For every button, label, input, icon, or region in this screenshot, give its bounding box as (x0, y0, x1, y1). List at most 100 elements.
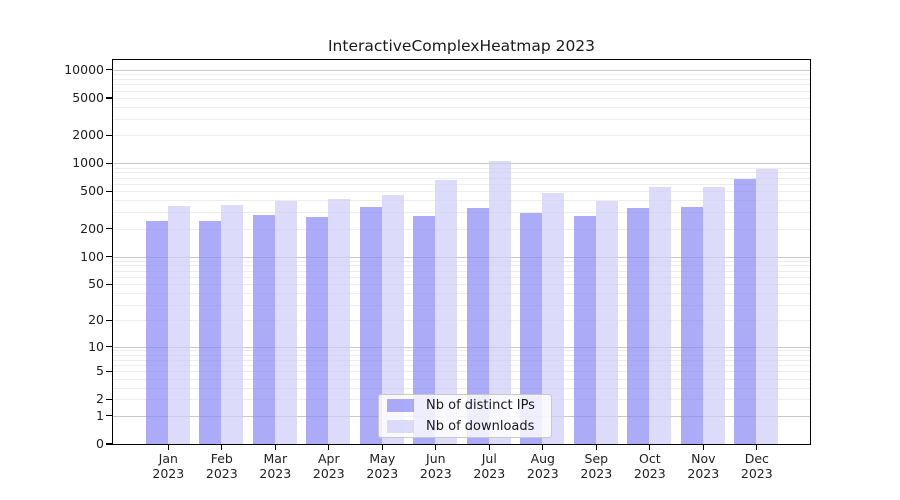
gridline-minor (113, 184, 810, 185)
y-tick-mark (106, 283, 113, 285)
x-tick-mark (167, 445, 169, 450)
bar-downloads-mar (274, 201, 297, 444)
y-tick-label: 0 (96, 436, 104, 451)
x-tick-mark (274, 445, 276, 450)
gridline-major (113, 163, 810, 165)
bar-distinct-ips-jul (466, 208, 489, 444)
gridline-minor (113, 293, 810, 295)
gridline-minor (113, 200, 810, 202)
x-tick-label: Apr 2023 (312, 451, 345, 481)
gridline-minor (113, 359, 810, 361)
x-tick-label: Mar 2023 (259, 451, 292, 481)
y-tick-label: 5 (96, 363, 104, 379)
x-tick-mark (328, 445, 330, 450)
gridline-minor (113, 270, 810, 272)
bar-distinct-ips-mar (252, 214, 275, 444)
y-tick-mark (106, 415, 113, 417)
gridline-minor (113, 177, 810, 179)
bar-downloads-apr (328, 199, 351, 444)
x-tick-mark (649, 445, 651, 450)
y-tick-mark (106, 162, 113, 164)
legend-label-downloads: Nb of downloads (426, 419, 535, 434)
x-tick-label: Dec 2023 (740, 451, 773, 481)
gridline-minor (113, 364, 810, 366)
bar-distinct-ips-feb (199, 220, 222, 444)
x-tick-label: May 2023 (366, 451, 399, 481)
x-tick-label: Sep 2023 (580, 451, 613, 481)
x-tick-mark (756, 445, 758, 450)
gridline-minor (113, 260, 810, 262)
y-tick-label: 1 (96, 407, 104, 423)
bar-distinct-ips-oct (627, 207, 650, 444)
y-tick-mark (106, 319, 113, 321)
legend-label-distinct-ips: Nb of distinct IPs (426, 398, 535, 413)
x-tick-mark (221, 445, 223, 450)
bar-downloads-may (381, 194, 404, 444)
gridline-minor (113, 387, 810, 389)
y-tick-label: 50 (88, 276, 104, 292)
bar-distinct-ips-sep (573, 215, 596, 444)
y-tick-mark (106, 97, 113, 99)
bar-downloads-sep (595, 200, 618, 444)
legend-item-distinct-ips: Nb of distinct IPs (379, 395, 551, 416)
x-tick-mark (702, 445, 704, 450)
gridline-minor (113, 371, 810, 373)
bar-distinct-ips-may (359, 206, 382, 444)
gridline-minor (113, 135, 810, 137)
legend-swatch-distinct-ips (387, 399, 414, 412)
x-tick-label: Jul 2023 (473, 451, 506, 481)
plot-area (113, 60, 810, 444)
bar-distinct-ips-apr (306, 216, 329, 444)
bar-downloads-aug (542, 192, 565, 444)
x-tick-label: Jun 2023 (419, 451, 452, 481)
gridline-minor (113, 228, 810, 230)
bar-downloads-feb (221, 204, 244, 444)
chart-title: InteractiveComplexHeatmap 2023 (327, 37, 596, 55)
x-tick-label: Aug 2023 (526, 451, 559, 481)
gridline-minor (113, 191, 810, 193)
x-tick-label: Feb 2023 (205, 451, 238, 481)
y-tick-mark (106, 190, 113, 193)
y-tick-label: 2 (96, 391, 104, 407)
gridline-minor (113, 106, 810, 108)
bar-distinct-ips-jan (145, 220, 168, 444)
gridline-minor (113, 97, 810, 99)
gridline-minor (113, 212, 810, 214)
gridline-minor (113, 304, 810, 306)
x-tick-mark (435, 445, 437, 450)
gridline-major (113, 346, 810, 348)
gridline-minor (113, 84, 810, 86)
gridline-minor (113, 118, 810, 120)
bar-downloads-oct (649, 186, 672, 444)
bar-downloads-jan (167, 206, 190, 444)
gridline-minor (113, 354, 810, 356)
gridline-minor (113, 276, 810, 278)
x-tick-mark (381, 445, 383, 450)
y-tick-mark (106, 398, 113, 401)
gridline-minor (113, 167, 810, 169)
gridline-minor (113, 320, 810, 322)
gridline-minor (113, 284, 810, 286)
gridline-minor (113, 172, 810, 174)
bar-downloads-jul (488, 161, 511, 444)
x-tick-label: Nov 2023 (687, 451, 720, 481)
y-tick-mark (106, 255, 113, 258)
x-tick-label: Jan 2023 (152, 451, 185, 481)
gridline-minor (113, 78, 810, 80)
y-tick-mark (106, 134, 113, 136)
y-tick-mark (106, 227, 113, 230)
gridline-minor (113, 74, 810, 75)
gridline-minor (113, 265, 810, 267)
x-tick-mark (542, 445, 544, 450)
bar-downloads-nov (702, 187, 725, 444)
gridline-minor (113, 350, 810, 352)
y-tick-label: 10000 (64, 61, 104, 77)
y-tick-label: 2000 (72, 127, 104, 143)
gridline-major (113, 256, 810, 258)
y-tick-label: 100 (80, 248, 104, 264)
x-tick-mark (595, 445, 597, 450)
y-tick-mark (106, 346, 113, 348)
legend: Nb of distinct IPs Nb of downloads (378, 394, 552, 438)
bar-distinct-ips-dec (734, 178, 757, 444)
